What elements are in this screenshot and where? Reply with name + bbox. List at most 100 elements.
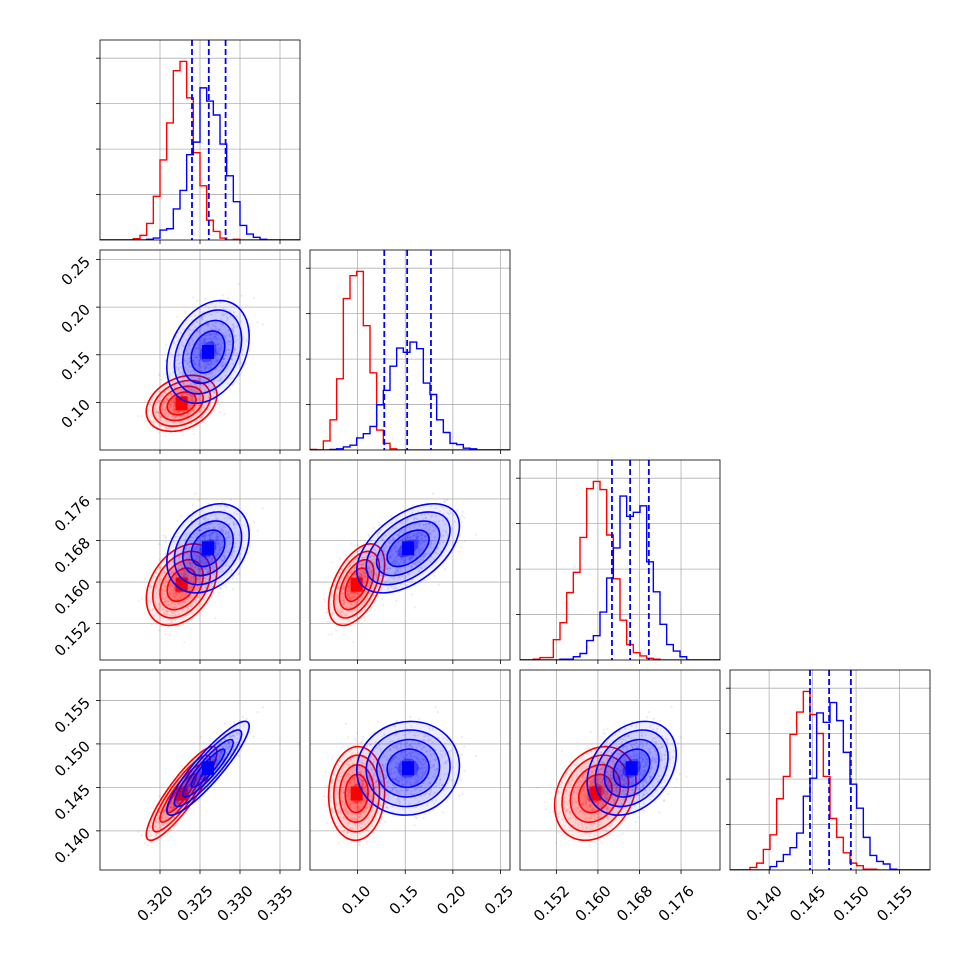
scatter-point (359, 575, 363, 578)
scatter-point (216, 350, 219, 353)
scatter-point (384, 580, 388, 583)
scatter-point (197, 353, 200, 356)
panel-frame-1-1 (309, 249, 511, 451)
scatter-point (190, 586, 194, 589)
scatter-point (187, 403, 190, 406)
scatter-point (203, 406, 206, 409)
y-tick-label-2-1: 0.160 (51, 575, 94, 618)
scatter-point (399, 544, 402, 547)
scatter-point (408, 537, 411, 540)
scatter-point (415, 537, 418, 540)
scatter-point (196, 607, 199, 611)
scatter-point (187, 586, 190, 589)
scatter-point (202, 527, 206, 530)
scatter-point (218, 350, 221, 353)
scatter-point (190, 388, 193, 391)
scatter-point (190, 580, 193, 584)
scatter-point (195, 557, 198, 560)
scatter-point (219, 328, 222, 331)
scatter-point (192, 358, 195, 361)
scatter-point (406, 557, 409, 560)
scatter-point (177, 410, 180, 413)
scatter-point (398, 576, 401, 579)
scatter-point (182, 410, 185, 413)
scatter-point (205, 524, 209, 527)
scatter-point (214, 544, 217, 547)
scatter-point (196, 585, 199, 588)
scatter-point (190, 576, 193, 580)
scatter-point (227, 514, 230, 517)
scatter-point (219, 378, 222, 382)
scatter-point (227, 339, 230, 342)
scatter-point (188, 406, 191, 409)
scatter-point (206, 556, 209, 559)
scatter-point (348, 592, 351, 595)
scatter-point (161, 408, 164, 412)
scatter-point (200, 510, 204, 513)
scatter-point (419, 534, 422, 537)
scatter-point (398, 552, 401, 555)
scatter-point (432, 492, 435, 495)
scatter-point (221, 364, 224, 368)
scatter-point (186, 550, 189, 554)
scatter-point (203, 340, 206, 343)
scatter-point (364, 599, 367, 602)
scatter-point (182, 373, 185, 377)
scatter-point (416, 538, 419, 541)
scatter-point (210, 363, 213, 366)
scatter-point (177, 366, 180, 369)
scatter-point (157, 423, 161, 426)
scatter-point (208, 559, 211, 562)
scatter-point (213, 545, 216, 548)
scatter-point (224, 354, 227, 357)
scatter-point (190, 542, 193, 545)
scatter-point (165, 612, 168, 615)
scatter-point (419, 558, 423, 561)
contour-1-2 (181, 319, 234, 385)
scatter-point (352, 591, 355, 595)
scatter-point (151, 608, 155, 611)
scatter-point (206, 363, 210, 366)
scatter-point (221, 570, 225, 573)
scatter-point (238, 346, 241, 349)
scatter-point (215, 352, 219, 355)
scatter-point (202, 556, 205, 559)
scatter-point (195, 546, 198, 549)
scatter-point (189, 382, 192, 385)
scatter-point (188, 562, 191, 565)
scatter-point (202, 342, 205, 345)
scatter-point (364, 571, 367, 575)
scatter-point (179, 573, 182, 576)
scatter-point (252, 520, 256, 524)
scatter-point (352, 595, 356, 599)
scatter-point (221, 545, 224, 548)
scatter-point (152, 417, 155, 421)
scatter-point (358, 607, 361, 610)
scatter-point (235, 537, 238, 540)
scatter-point (176, 575, 179, 578)
scatter-point (211, 370, 214, 374)
scatter-point (199, 522, 202, 526)
scatter-point (198, 522, 201, 525)
scatter-point (360, 570, 363, 573)
scatter-point (183, 573, 186, 576)
scatter-point (395, 555, 398, 559)
scatter-point (428, 525, 431, 529)
scatter-point (220, 526, 223, 529)
scatter-point (374, 588, 377, 591)
scatter-point (189, 388, 192, 391)
scatter-point (194, 565, 197, 569)
scatter-point (345, 605, 348, 608)
scatter-point (209, 332, 212, 335)
scatter-point (148, 416, 151, 420)
scatter-point (396, 569, 399, 572)
scatter-point (229, 498, 232, 501)
scatter-point (212, 568, 216, 571)
scatter-point (173, 596, 176, 599)
scatter-point (164, 834, 167, 837)
scatter-point (170, 611, 173, 614)
scatter-point (416, 518, 419, 521)
scatter-point (194, 390, 198, 393)
scatter-point (196, 405, 199, 408)
